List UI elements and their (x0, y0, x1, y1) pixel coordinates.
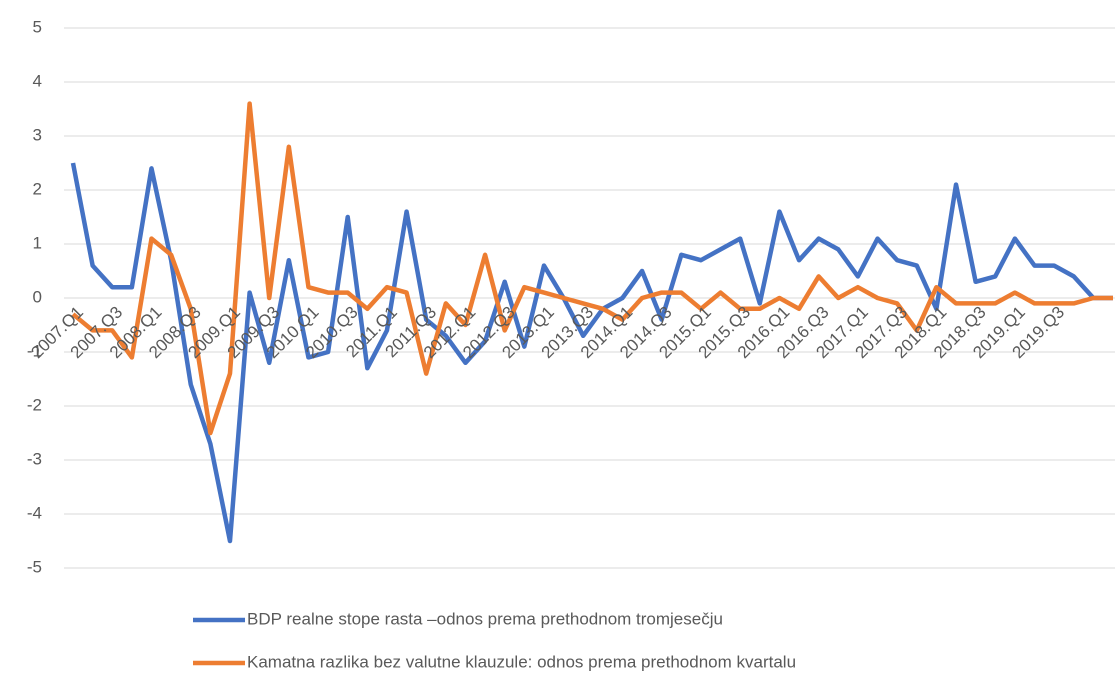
legend-label: BDP realne stope rasta –odnos prema pret… (247, 609, 723, 628)
y-tick-label: -5 (27, 557, 42, 576)
y-tick-label: -4 (27, 503, 42, 522)
y-tick-label: -1 (27, 341, 42, 360)
y-tick-label: 3 (33, 125, 42, 144)
y-tick-label: 2 (33, 179, 42, 198)
legend-label: Kamatna razlika bez valutne klauzule: od… (247, 652, 796, 671)
y-tick-label: 1 (33, 233, 42, 252)
y-tick-label: 4 (33, 71, 42, 90)
y-tick-label: -3 (27, 449, 42, 468)
y-tick-label: -2 (27, 395, 42, 414)
series-line (71, 101, 1113, 436)
y-tick-label: 0 (33, 287, 42, 306)
y-tick-label: 5 (33, 17, 42, 36)
